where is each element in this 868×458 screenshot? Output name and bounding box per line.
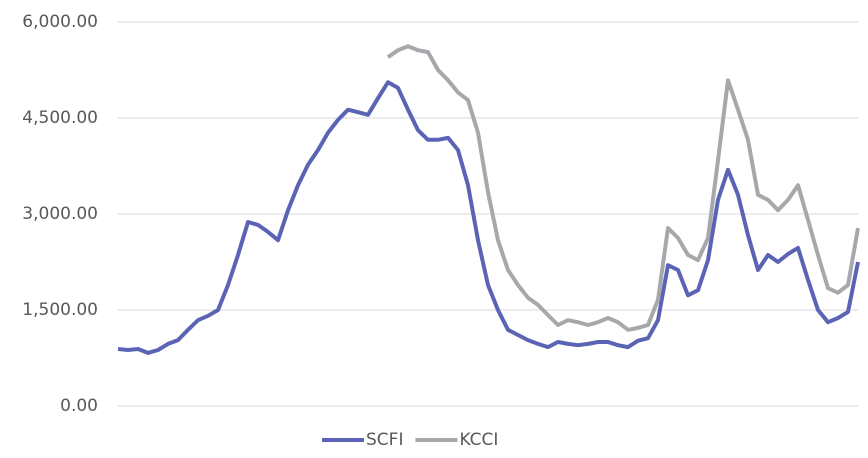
legend-item: SCFI [322, 430, 403, 450]
series-line [117, 80, 860, 355]
series-line [386, 44, 860, 332]
y-tick-label: 4,500.00 [22, 108, 98, 128]
y-tick-label: 1,500.00 [22, 300, 98, 320]
legend-label: SCFI [366, 430, 403, 450]
y-tick-label: 0.00 [60, 396, 98, 416]
legend-label: KCCI [459, 430, 498, 450]
y-tick-label: 6,000.00 [22, 12, 98, 32]
y-tick-label: 3,000.00 [22, 204, 98, 224]
legend-item: KCCI [415, 430, 498, 450]
